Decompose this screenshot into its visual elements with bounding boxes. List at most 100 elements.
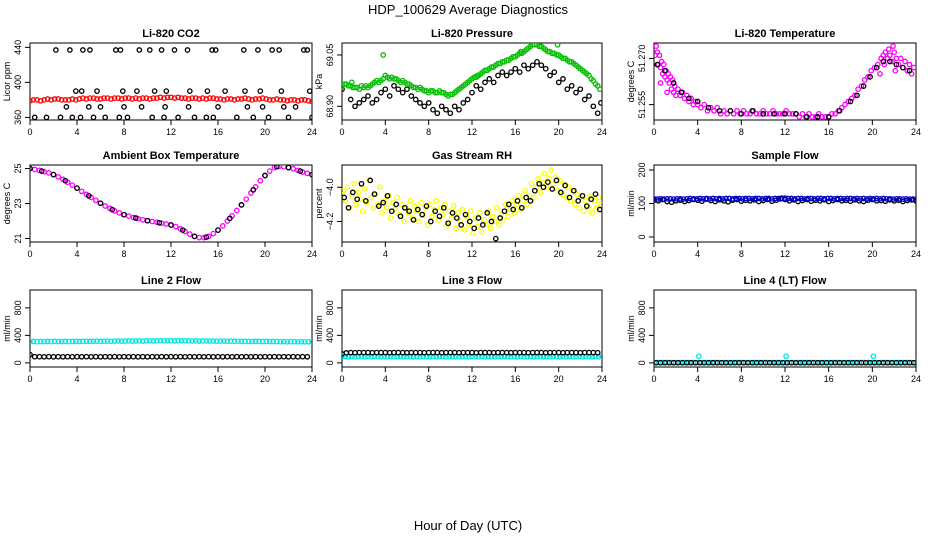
data-point — [697, 195, 703, 202]
series-2 — [342, 177, 602, 242]
data-point — [678, 89, 685, 96]
data-point — [186, 353, 193, 360]
data-point — [92, 197, 99, 204]
data-point — [808, 195, 815, 202]
data-point — [304, 353, 311, 360]
data-point — [122, 338, 129, 344]
data-point — [763, 110, 770, 117]
x-tick-label: 12 — [467, 127, 477, 137]
data-point — [154, 353, 160, 360]
x-tick-label: 4 — [74, 127, 79, 137]
data-point — [69, 114, 76, 120]
x-tick-label: 0 — [651, 374, 656, 384]
data-point — [41, 97, 47, 103]
data-point — [733, 195, 739, 202]
y-tick-label: 25 — [13, 163, 23, 173]
y-axis-label: ml/min — [314, 315, 324, 342]
data-point — [690, 195, 697, 202]
data-point — [760, 110, 767, 117]
data-point — [367, 177, 374, 184]
data-point — [139, 338, 146, 344]
data-point — [266, 168, 273, 174]
data-point — [765, 195, 772, 202]
data-point — [121, 104, 127, 110]
data-point — [154, 338, 160, 344]
data-point — [359, 208, 366, 215]
data-point — [592, 191, 599, 197]
data-point — [57, 114, 64, 120]
data-point — [535, 175, 541, 182]
data-point — [410, 353, 417, 360]
data-point — [255, 47, 261, 53]
data-point — [287, 338, 294, 345]
data-point — [495, 72, 501, 79]
y-axis-label: degrees C — [2, 182, 12, 224]
data-point — [586, 93, 592, 99]
data-point — [210, 230, 217, 237]
x-tick-label: 0 — [651, 249, 656, 259]
data-point — [575, 198, 582, 204]
data-point — [595, 194, 602, 201]
data-point — [122, 95, 129, 101]
data-point — [368, 194, 375, 201]
data-point — [400, 218, 407, 225]
y-tick-label: 360 — [13, 110, 23, 125]
data-point — [886, 52, 893, 59]
data-point — [72, 97, 79, 103]
data-point — [219, 353, 226, 360]
data-point — [910, 359, 916, 366]
data-point — [487, 225, 494, 232]
data-point — [139, 353, 146, 360]
data-points — [30, 337, 312, 360]
data-point — [235, 96, 241, 102]
data-point — [698, 104, 704, 111]
data-point — [749, 107, 756, 114]
data-point — [266, 353, 273, 360]
data-point — [550, 180, 557, 187]
data-point — [880, 58, 887, 65]
data-point — [822, 114, 829, 120]
x-tick-label: 0 — [339, 374, 344, 384]
data-point — [278, 88, 285, 94]
data-point — [235, 338, 241, 345]
series-2 — [342, 349, 601, 357]
data-point — [151, 88, 158, 94]
data-point — [199, 338, 206, 344]
data-point — [97, 353, 104, 360]
data-point — [262, 172, 268, 179]
data-point — [94, 338, 100, 344]
data-point — [700, 195, 706, 202]
plot-frame — [29, 164, 313, 243]
data-point — [867, 195, 873, 202]
x-tick-label: 12 — [166, 249, 176, 259]
data-point — [222, 88, 228, 94]
data-point — [870, 353, 877, 360]
data-point — [501, 208, 508, 215]
data-point — [249, 338, 255, 345]
y-axis-label: ml/min — [626, 315, 636, 342]
data-point — [680, 196, 687, 202]
data-point — [309, 98, 312, 105]
y-tick-label: 68.90 — [325, 95, 335, 118]
data-point — [386, 93, 393, 99]
data-point — [524, 201, 531, 208]
data-point — [540, 353, 547, 360]
data-point — [507, 206, 513, 213]
data-point — [489, 213, 496, 220]
data-point — [664, 89, 670, 96]
data-point — [132, 95, 139, 101]
data-point — [531, 187, 538, 194]
data-point — [410, 216, 417, 223]
data-point — [277, 338, 284, 345]
data-point — [803, 114, 810, 120]
data-point — [534, 58, 540, 65]
data-point — [812, 114, 819, 120]
data-point — [836, 107, 843, 114]
series-1 — [30, 337, 312, 345]
data-point — [280, 338, 287, 345]
data-point — [210, 338, 217, 344]
data-point — [450, 203, 457, 209]
x-tick-label: 8 — [121, 374, 126, 384]
data-point — [783, 353, 789, 360]
